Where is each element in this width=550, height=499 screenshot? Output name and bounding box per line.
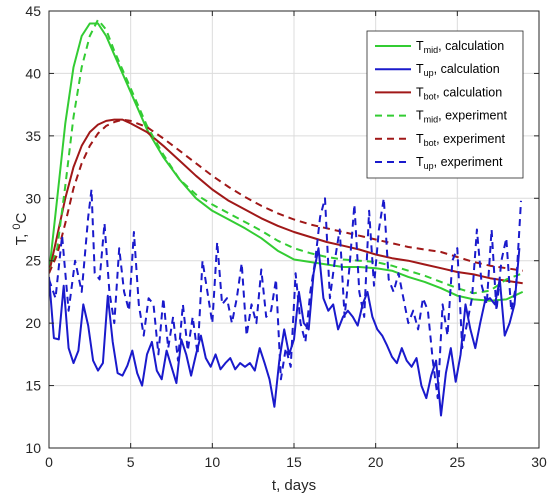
x-tick-label: 25	[450, 454, 466, 470]
series-line-up-calc	[49, 247, 521, 417]
legend-box	[366, 30, 524, 179]
legend-label-bot-exp: Tbot, experiment	[416, 132, 505, 148]
legend-label-mid-calc: Tmid, calculation	[416, 39, 504, 55]
y-axis-label-unit: C	[13, 212, 30, 223]
legend: Tmid, calculation Tup, calculation Tbot, c…	[366, 30, 524, 179]
x-tick-label: 10	[205, 454, 221, 470]
series-line-bot-calc	[49, 118, 523, 285]
y-axis-label: T, 0C	[11, 212, 30, 245]
series-line-bot-exp	[49, 118, 523, 274]
series-line-up-exp	[49, 188, 522, 400]
legend-label-up-calc: Tup, calculation	[416, 62, 500, 78]
x-tick-label: 30	[531, 454, 547, 470]
x-tick-labels: 0 5 10 15 20 25 30	[45, 454, 547, 470]
y-tick-label: 35	[25, 128, 41, 144]
y-tick-labels: 10 15 20 25 30 35 40 45	[25, 3, 41, 456]
y-tick-label: 45	[25, 3, 41, 19]
series-layer	[49, 18, 524, 417]
legend-label-mid-exp: Tmid, experiment	[416, 109, 507, 125]
x-tick-label: 15	[286, 454, 302, 470]
y-tick-label: 20	[25, 315, 41, 331]
x-axis-label: t, days	[272, 477, 316, 494]
x-tick-label: 5	[127, 454, 135, 470]
series-line-mid-calc	[49, 22, 524, 302]
y-axis-label-superscript: 0	[11, 223, 23, 229]
x-tick-label: 20	[368, 454, 384, 470]
x-tick-label: 0	[45, 454, 53, 470]
y-tick-label: 40	[25, 65, 41, 81]
y-tick-label: 25	[25, 253, 41, 269]
y-tick-label: 10	[25, 440, 41, 456]
legend-label-up-exp: Tup, experiment	[416, 155, 503, 171]
y-tick-label: 30	[25, 190, 41, 206]
legend-label-bot-calc: Tbot, calculation	[416, 85, 502, 101]
tick-marks	[48, 10, 540, 449]
y-tick-label: 15	[25, 378, 41, 394]
y-axis-label-base: T,	[13, 230, 30, 246]
